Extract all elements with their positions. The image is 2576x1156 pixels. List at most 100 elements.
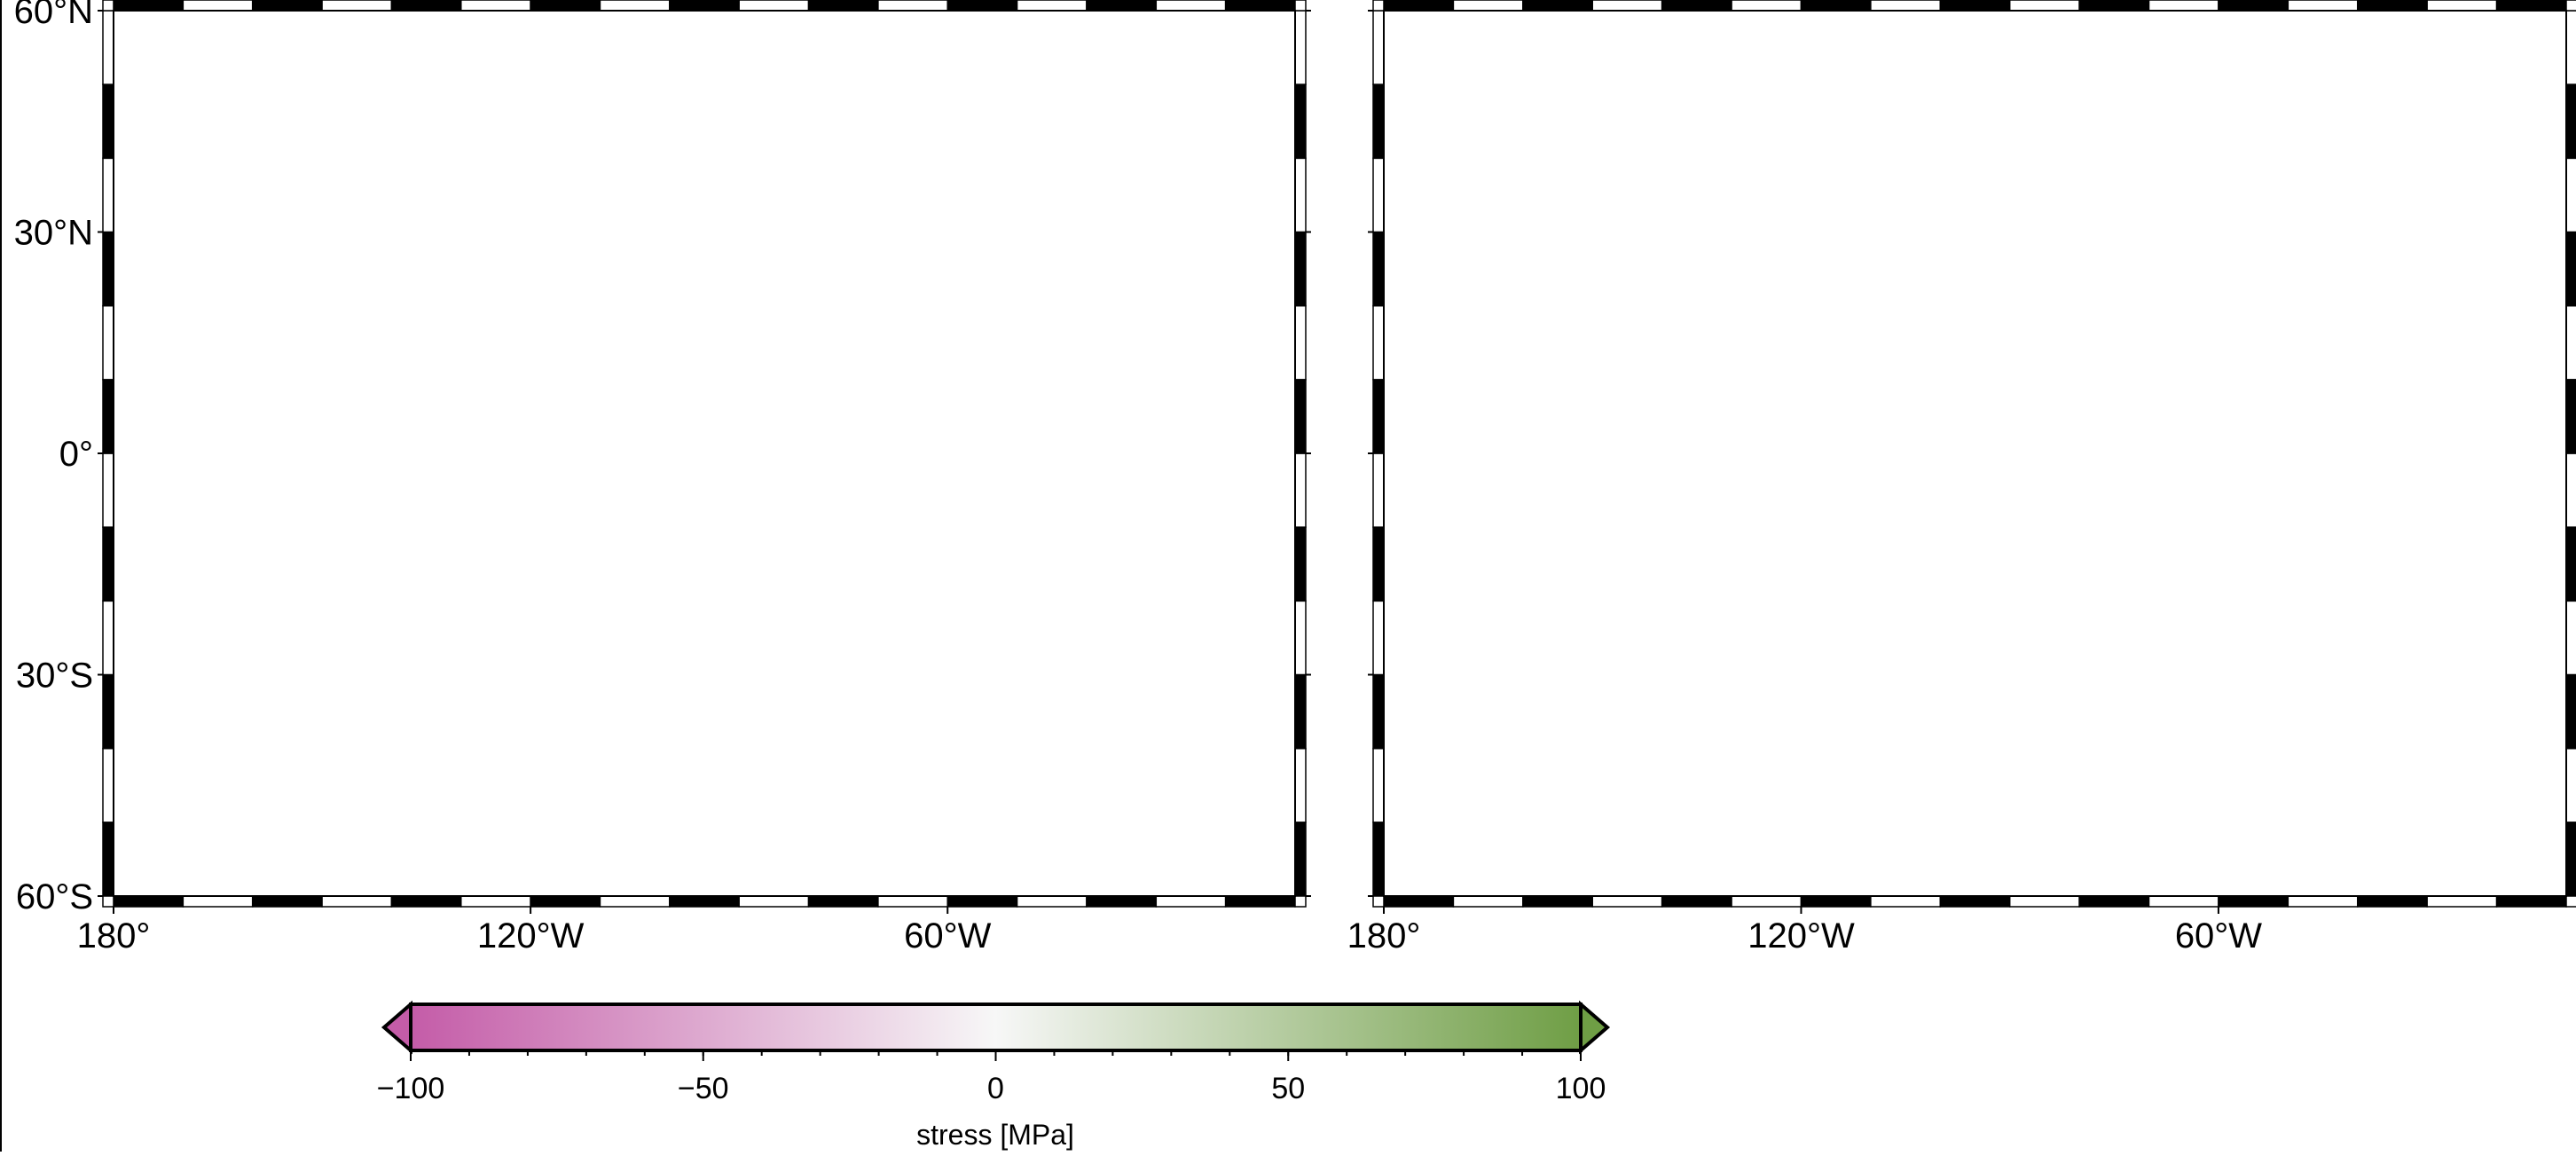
frame-left-segment bbox=[1372, 83, 1385, 160]
x-tick-label: 120°W bbox=[477, 916, 585, 955]
frame-bottom-segment bbox=[530, 895, 601, 908]
frame-right-segment bbox=[1294, 747, 1307, 823]
frame-bottom-segment bbox=[1661, 895, 1732, 908]
frame-right-segment bbox=[1294, 157, 1307, 233]
frame-left-segment bbox=[1372, 157, 1385, 233]
frame-left-segment bbox=[1372, 379, 1385, 454]
frame-right-segment bbox=[2565, 304, 2576, 381]
frame-top-segment bbox=[1086, 0, 1158, 12]
frame-bottom-segment bbox=[807, 895, 879, 908]
frame-top-segment bbox=[1452, 0, 1524, 12]
frame-corner bbox=[1372, 895, 1385, 908]
y-tick-label: 60°S bbox=[16, 877, 93, 916]
frame-right-segment bbox=[2565, 673, 2576, 750]
colorbar-label: stress [MPa] bbox=[916, 1119, 1074, 1151]
frame-left-segment bbox=[102, 747, 114, 823]
frame-bottom-segment bbox=[1383, 895, 1455, 908]
frame-right-segment bbox=[1294, 379, 1307, 454]
frame-right-segment bbox=[1294, 83, 1307, 160]
frame-top-segment bbox=[669, 0, 740, 12]
y-tick-label: 0° bbox=[59, 435, 93, 474]
frame-bottom-segment bbox=[1800, 895, 1872, 908]
frame-right-segment bbox=[1294, 526, 1307, 602]
frame-bottom-segment bbox=[251, 895, 323, 908]
frame-bottom-segment bbox=[1939, 895, 2011, 908]
frame-right-segment bbox=[2565, 452, 2576, 528]
frame-right-segment bbox=[2565, 10, 2576, 85]
frame-bottom-segment bbox=[2426, 895, 2498, 908]
frame-right-segment bbox=[2565, 231, 2576, 307]
frame-bottom-segment bbox=[2287, 895, 2359, 908]
frame-left-segment bbox=[1372, 822, 1385, 897]
colorbar-tick-label: 100 bbox=[1556, 1072, 1606, 1105]
map-area bbox=[1384, 11, 2566, 896]
colorbar-tick-label: −100 bbox=[377, 1072, 445, 1105]
frame-top-segment bbox=[1591, 0, 1663, 12]
frame-right-segment bbox=[2565, 157, 2576, 233]
frame-top-segment bbox=[1870, 0, 1942, 12]
frame-bottom-segment bbox=[1155, 895, 1227, 908]
frame-top-segment bbox=[2078, 0, 2150, 12]
frame-bottom-segment bbox=[321, 895, 393, 908]
frame-top-segment bbox=[460, 0, 531, 12]
frame-right-segment bbox=[2565, 379, 2576, 454]
frame-top-segment bbox=[113, 0, 185, 12]
frame-left-segment bbox=[1372, 526, 1385, 602]
frame-top-segment bbox=[2218, 0, 2289, 12]
frame-right-segment bbox=[1294, 673, 1307, 750]
map-border bbox=[113, 10, 1296, 897]
colorbar-tick-label: 0 bbox=[987, 1072, 1004, 1105]
frame-left-segment bbox=[1372, 10, 1385, 85]
colorbar: stress [MPa] −100 −50 0 50 100 bbox=[377, 1000, 1611, 1151]
frame-bottom-segment bbox=[2148, 895, 2219, 908]
frame-bottom-segment bbox=[946, 895, 1018, 908]
frame-bottom-segment bbox=[1870, 895, 1942, 908]
frame-top-segment bbox=[946, 0, 1018, 12]
frame-right-segment bbox=[1294, 452, 1307, 528]
frame-top-segment bbox=[738, 0, 810, 12]
left-map: 180° 120°W 60°W 60°N 30°N 0° 30°S 60°S bbox=[14, 0, 1311, 955]
colorbar-underflow-triangle bbox=[381, 1000, 412, 1055]
frame-top-segment bbox=[182, 0, 254, 12]
frame-top-segment bbox=[1661, 0, 1732, 12]
frame-bottom-segment bbox=[113, 895, 185, 908]
frame-left-segment bbox=[1372, 231, 1385, 307]
frame-left-segment bbox=[102, 600, 114, 676]
frame-left-segment bbox=[102, 673, 114, 750]
frame-left-segment bbox=[102, 157, 114, 233]
frame-bottom-segment bbox=[2495, 895, 2567, 908]
frame-top-segment bbox=[2008, 0, 2080, 12]
frame-right-segment bbox=[2565, 600, 2576, 676]
frame-bottom-segment bbox=[1731, 895, 1802, 908]
frame-left-segment bbox=[102, 231, 114, 307]
frame-top-segment bbox=[2357, 0, 2428, 12]
x-tick-label: 120°W bbox=[1747, 916, 1855, 955]
frame-top-segment bbox=[1155, 0, 1227, 12]
frame-top-segment bbox=[321, 0, 393, 12]
frame-right-segment bbox=[2565, 83, 2576, 160]
frame-top-segment bbox=[2287, 0, 2359, 12]
frame-top-segment bbox=[1522, 0, 1593, 12]
frame-bottom-segment bbox=[1452, 895, 1524, 908]
map-area bbox=[114, 11, 1295, 896]
frame-right-segment bbox=[2565, 822, 2576, 897]
frame-right-segment bbox=[1294, 304, 1307, 381]
frame-top-segment bbox=[2426, 0, 2498, 12]
frame-bottom-segment bbox=[669, 895, 740, 908]
frame-top-segment bbox=[1224, 0, 1296, 12]
y-tick-label: 30°N bbox=[14, 214, 93, 253]
frame-bottom-segment bbox=[2078, 895, 2150, 908]
frame-top-segment bbox=[251, 0, 323, 12]
frame-right-segment bbox=[1294, 231, 1307, 307]
frame-bottom-segment bbox=[1016, 895, 1088, 908]
frame-top-segment bbox=[2495, 0, 2567, 12]
y-tick-label: 60°N bbox=[14, 0, 93, 31]
frame-bottom-segment bbox=[1591, 895, 1663, 908]
frame-top-segment bbox=[2148, 0, 2219, 12]
frame-corner bbox=[2565, 895, 2576, 908]
frame-top-segment bbox=[807, 0, 879, 12]
frame-corner bbox=[1294, 0, 1307, 12]
frame-left-segment bbox=[102, 379, 114, 454]
frame-left-segment bbox=[102, 304, 114, 381]
